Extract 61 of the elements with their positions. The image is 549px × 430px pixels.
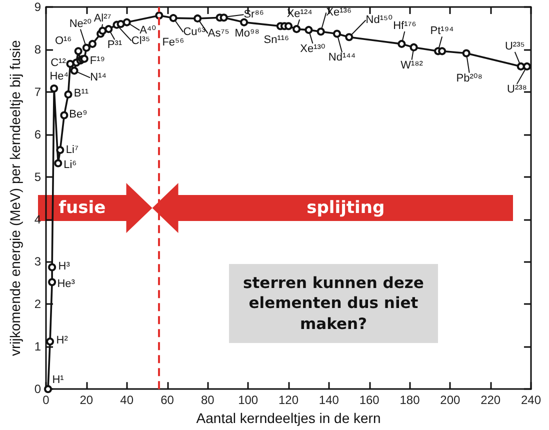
data-label: Cu⁶³ [183,26,206,38]
x-tick-label: 180 [400,393,420,408]
data-label: H² [56,334,68,347]
data-label: Nd¹⁴⁴ [328,52,356,64]
x-tick-label: 220 [480,393,501,408]
x-tick-label: 40 [120,393,134,408]
x-tick-label: 20 [80,393,94,408]
data-label: Xe¹²⁴ [286,8,313,20]
y-axis-title: vrijkomende energie (MeV) per kerndeeltje bij fusie [7,40,23,356]
x-tick-label: 120 [278,393,299,408]
y-tick-label: 0 [34,382,42,396]
data-label: A⁴⁰ [140,24,157,36]
data-label: P³¹ [107,39,122,52]
data-label: Ne²⁰ [69,18,92,30]
data-label: H³ [58,260,70,272]
y-tick-label: 7 [34,84,42,99]
data-label: N¹⁴ [90,72,107,84]
data-label: Li⁷ [66,144,78,156]
data-label: He⁴ [50,70,69,83]
data-label: W¹⁸² [400,59,424,72]
data-label: Sr⁸⁶ [244,8,264,21]
x-tick-label: 240 [520,393,542,408]
y-tick-label: 9 [34,0,42,14]
annotation: fusie [58,198,106,218]
annotation: sterren kunnen deze elementen dus niet maken? [229,264,438,343]
data-label: Pt¹⁹⁴ [430,25,454,38]
data-label: Nd¹⁵⁰ [366,14,394,26]
x-tick-label: 60 [160,393,174,408]
annotation: splijting [306,198,385,218]
data-label: As⁷⁵ [208,27,230,40]
x-tick-label: 100 [238,393,258,408]
y-tick-label: 6 [34,127,42,142]
data-label: B¹¹ [74,87,89,100]
data-label: Xe¹³⁰ [300,42,326,55]
x-tick-label: 80 [200,393,215,408]
x-tick-label: 200 [440,393,460,408]
data-label: Be⁹ [69,108,88,120]
data-label: Al²⁷ [94,12,112,25]
data-label: Mo⁹⁸ [234,27,260,40]
y-tick-label: 8 [34,42,42,56]
data-label: Sn¹¹⁶ [264,34,290,46]
data-label: Li⁶ [64,159,77,172]
x-tick-label: 140 [318,393,340,408]
data-label: Hf¹⁷⁶ [393,20,416,32]
data-label: U²³⁸ [506,83,527,96]
data-label: He³ [57,278,76,290]
y-tick-label: 1 [34,340,42,354]
y-tick-label: 3 [34,254,42,269]
data-label: U²³⁵ [504,40,525,52]
data-label: Cl³⁵ [131,34,150,47]
data-label: Fe⁵⁶ [162,36,184,48]
data-label: Pb²⁰⁸ [456,72,482,84]
y-tick-label: 4 [34,212,42,226]
y-tick-label: 5 [34,170,42,184]
y-tick-label: 2 [34,297,42,312]
data-label: F¹⁹ [90,54,105,67]
data-label: C¹² [50,56,66,69]
x-tick-label: 160 [359,393,380,408]
x-axis-title: Aantal kerndeeltjes in de kern [196,410,381,426]
data-label: H¹ [52,374,64,386]
data-label: O¹⁶ [54,35,72,48]
